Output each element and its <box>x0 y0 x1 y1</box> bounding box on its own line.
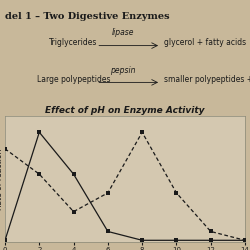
Title: Effect of pH on Enzyme Activity: Effect of pH on Enzyme Activity <box>45 106 205 115</box>
Text: smaller polypeptides + amino acids: smaller polypeptides + amino acids <box>164 75 250 84</box>
Y-axis label: Rate of reaction: Rate of reaction <box>0 148 4 210</box>
Text: pepsin: pepsin <box>110 66 135 76</box>
Text: glycerol + fatty acids: glycerol + fatty acids <box>164 38 246 47</box>
Text: lipase: lipase <box>111 28 134 37</box>
Text: del 1 – Two Digestive Enzymes: del 1 – Two Digestive Enzymes <box>5 12 170 21</box>
Text: Triglycerides: Triglycerides <box>49 38 98 47</box>
Text: Large polypeptides: Large polypeptides <box>37 75 110 84</box>
